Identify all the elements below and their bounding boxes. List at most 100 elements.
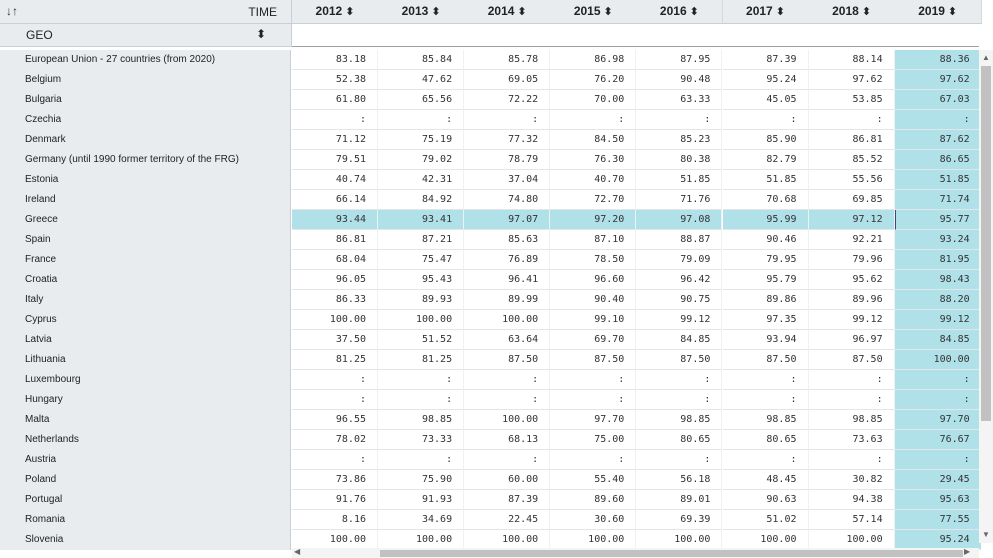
table-cell[interactable]: 69.39 xyxy=(636,510,723,530)
table-cell[interactable]: 88.87 xyxy=(636,230,723,250)
row-label[interactable]: Netherlands xyxy=(0,430,291,450)
table-cell[interactable]: 51.85 xyxy=(636,170,723,190)
table-cell[interactable]: : xyxy=(378,370,465,390)
table-cell[interactable]: 75.90 xyxy=(378,470,465,490)
table-cell[interactable]: 88.14 xyxy=(808,50,895,70)
table-cell[interactable]: 86.65 xyxy=(894,150,981,170)
table-cell[interactable]: 90.48 xyxy=(636,70,723,90)
table-cell[interactable]: 99.12 xyxy=(636,310,723,330)
table-cell[interactable]: 48.45 xyxy=(722,470,809,490)
table-cell[interactable]: 97.35 xyxy=(722,310,809,330)
table-cell[interactable]: : xyxy=(636,390,723,410)
row-label[interactable]: Latvia xyxy=(0,330,291,350)
table-cell[interactable]: 99.10 xyxy=(550,310,637,330)
table-cell[interactable]: 47.62 xyxy=(378,70,465,90)
table-cell[interactable]: 98.85 xyxy=(378,410,465,430)
year-header-1[interactable]: 2013 ⬍ xyxy=(378,0,466,24)
table-cell[interactable]: 100.00 xyxy=(464,530,551,550)
table-cell[interactable]: : xyxy=(292,390,378,410)
table-cell[interactable]: 63.64 xyxy=(464,330,551,350)
table-cell[interactable]: : xyxy=(808,110,895,130)
table-cell[interactable]: 72.22 xyxy=(464,90,551,110)
table-cell[interactable]: 97.62 xyxy=(894,70,981,90)
table-cell[interactable]: 100.00 xyxy=(636,530,723,550)
table-cell[interactable]: : xyxy=(894,390,981,410)
table-cell[interactable]: 97.08 xyxy=(636,210,723,230)
table-cell[interactable]: 89.60 xyxy=(550,490,637,510)
table-cell[interactable]: 98.85 xyxy=(636,410,723,430)
table-cell[interactable]: 51.85 xyxy=(894,170,981,190)
table-cell[interactable]: 68.13 xyxy=(464,430,551,450)
table-cell[interactable]: 55.40 xyxy=(550,470,637,490)
row-label[interactable]: Spain xyxy=(0,230,291,250)
table-cell[interactable]: 70.68 xyxy=(722,190,809,210)
table-cell[interactable]: 55.56 xyxy=(808,170,895,190)
table-cell[interactable]: 95.43 xyxy=(378,270,465,290)
table-cell[interactable]: 80.38 xyxy=(636,150,723,170)
table-cell[interactable]: 96.97 xyxy=(808,330,895,350)
row-label[interactable]: Estonia xyxy=(0,170,291,190)
row-label[interactable]: Luxembourg xyxy=(0,370,291,390)
table-cell[interactable]: 96.60 xyxy=(550,270,637,290)
table-cell[interactable]: 95.24 xyxy=(722,70,809,90)
geo-sort-icon[interactable]: ⬍ xyxy=(256,27,267,41)
table-cell[interactable]: : xyxy=(464,450,551,470)
row-label[interactable]: Lithuania xyxy=(0,350,291,370)
table-cell[interactable]: 100.00 xyxy=(292,310,378,330)
table-cell[interactable]: 96.42 xyxy=(636,270,723,290)
table-cell[interactable]: : xyxy=(636,370,723,390)
table-cell[interactable]: : xyxy=(722,370,809,390)
table-cell[interactable]: : xyxy=(292,110,378,130)
table-cell[interactable]: 76.20 xyxy=(550,70,637,90)
table-cell[interactable]: 60.00 xyxy=(464,470,551,490)
table-cell[interactable]: 95.77 xyxy=(894,210,981,230)
horizontal-scrollbar[interactable]: ◀ ▶ xyxy=(292,547,979,558)
table-cell[interactable]: : xyxy=(378,390,465,410)
table-cell[interactable]: 65.56 xyxy=(378,90,465,110)
table-cell[interactable]: 100.00 xyxy=(550,530,637,550)
table-cell[interactable]: 87.50 xyxy=(722,350,809,370)
table-cell[interactable]: 63.33 xyxy=(636,90,723,110)
table-cell[interactable]: 98.85 xyxy=(722,410,809,430)
table-cell[interactable]: 80.65 xyxy=(636,430,723,450)
scroll-up-icon[interactable]: ▲ xyxy=(982,53,990,62)
table-cell[interactable]: 76.67 xyxy=(894,430,981,450)
table-cell[interactable]: 76.89 xyxy=(464,250,551,270)
table-cell[interactable]: 95.63 xyxy=(894,490,981,510)
table-cell[interactable]: 89.99 xyxy=(464,290,551,310)
table-cell[interactable]: 89.93 xyxy=(378,290,465,310)
table-cell[interactable]: 93.24 xyxy=(894,230,981,250)
table-cell[interactable]: 91.93 xyxy=(378,490,465,510)
table-cell[interactable]: 87.50 xyxy=(550,350,637,370)
table-cell[interactable]: 89.01 xyxy=(636,490,723,510)
table-cell[interactable]: 22.45 xyxy=(464,510,551,530)
table-cell[interactable]: 87.50 xyxy=(808,350,895,370)
table-cell[interactable]: 93.41 xyxy=(378,210,465,230)
table-cell[interactable]: 56.18 xyxy=(636,470,723,490)
table-cell[interactable]: 90.63 xyxy=(722,490,809,510)
table-cell[interactable]: 97.07 xyxy=(464,210,551,230)
table-cell[interactable]: : xyxy=(808,450,895,470)
table-cell[interactable]: 90.46 xyxy=(722,230,809,250)
table-cell[interactable]: : xyxy=(636,110,723,130)
table-cell[interactable]: 100.00 xyxy=(808,530,895,550)
table-cell[interactable]: 87.39 xyxy=(464,490,551,510)
table-cell[interactable]: 97.70 xyxy=(894,410,981,430)
table-cell[interactable]: 75.19 xyxy=(378,130,465,150)
table-cell[interactable]: 78.79 xyxy=(464,150,551,170)
table-cell[interactable]: 51.85 xyxy=(722,170,809,190)
vertical-scroll-thumb[interactable] xyxy=(981,66,991,421)
table-cell[interactable]: 30.82 xyxy=(808,470,895,490)
table-cell[interactable]: 8.16 xyxy=(292,510,378,530)
row-label[interactable]: Poland xyxy=(0,470,291,490)
table-cell[interactable]: 89.86 xyxy=(722,290,809,310)
table-cell[interactable]: 45.05 xyxy=(722,90,809,110)
table-cell[interactable]: 71.76 xyxy=(636,190,723,210)
table-cell[interactable]: 81.25 xyxy=(292,350,378,370)
table-cell[interactable]: : xyxy=(894,450,981,470)
table-cell[interactable]: 75.00 xyxy=(550,430,637,450)
table-cell[interactable]: 78.50 xyxy=(550,250,637,270)
table-cell[interactable]: 100.00 xyxy=(722,530,809,550)
table-cell[interactable]: 85.84 xyxy=(378,50,465,70)
table-cell[interactable]: 98.85 xyxy=(808,410,895,430)
